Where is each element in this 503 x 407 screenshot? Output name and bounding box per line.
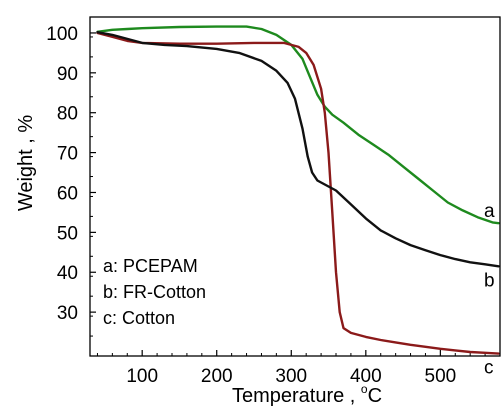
legend-entry: b: FR-Cotton [103,282,206,302]
y-tick-label: 100 [46,24,78,45]
x-axis-title: Temperature , oC [232,382,382,407]
y-tick-label: 30 [57,303,78,324]
y-tick-label: 80 [57,104,78,125]
x-tick-label: 500 [425,366,457,387]
legend-entry: a: PCEPAM [103,256,198,276]
plot-frame [89,16,501,357]
x-axis-title-degree-sup: o [361,382,368,396]
series-layer [96,25,500,355]
x-tick-label: 200 [201,366,233,387]
x-tick-label: 300 [275,366,307,387]
x-axis-ticks: 100 200 300 400 500 [96,350,501,387]
y-axis-title: Weight , % [15,115,37,212]
series-line-c [96,31,500,355]
y-axis-ticks: 30 40 50 60 70 80 90 100 [46,16,96,357]
y-tick-label: 90 [57,64,78,85]
series-line-b [96,31,500,268]
series-end-label-b: b [484,270,495,291]
series-end-label-c: c [484,358,494,379]
x-axis-title-main: Temperature , [232,385,361,407]
y-tick-label: 50 [57,223,78,244]
y-tick-label: 60 [57,183,78,204]
legend: a: PCEPAM b: FR-Cotton c: Cotton [103,256,206,328]
series-end-label-a: a [484,201,495,222]
x-tick-label: 100 [126,366,158,387]
x-axis-title-unit: C [368,385,382,407]
series-end-labels: a b c [484,201,495,378]
x-tick-label: 400 [350,366,382,387]
y-tick-label: 40 [57,263,78,284]
y-tick-label: 70 [57,144,78,165]
legend-entry: c: Cotton [103,308,175,328]
